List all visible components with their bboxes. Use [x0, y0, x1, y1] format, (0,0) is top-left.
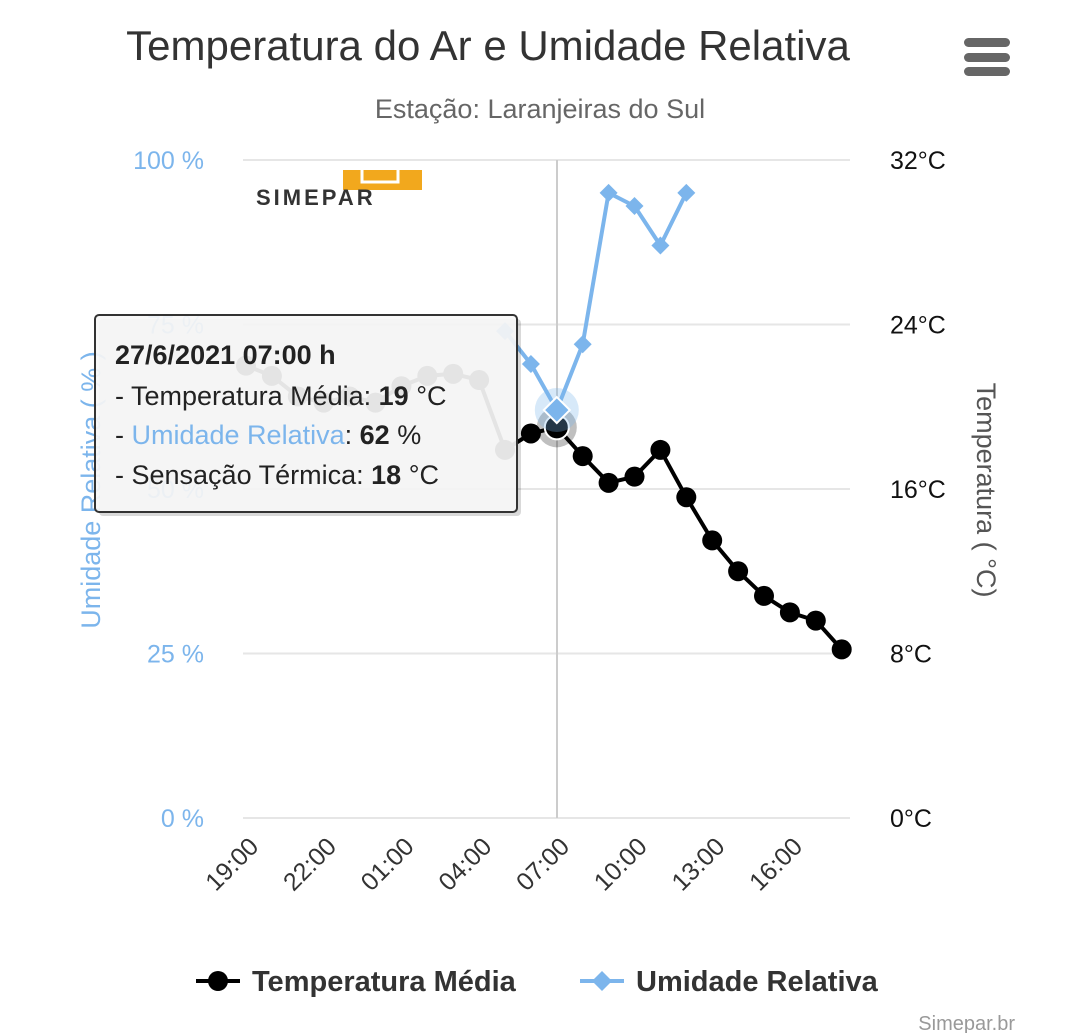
temperature-point[interactable] [754, 585, 774, 606]
legend-item-humidity[interactable]: Umidade Relativa [580, 966, 879, 998]
y-right-axis-title: Temperatura ( °C) [971, 383, 1001, 598]
temperature-point[interactable] [702, 530, 723, 551]
legend-temperature-label: Temperatura Média [252, 966, 517, 998]
tooltip-temp-unit: °C [416, 381, 446, 411]
temperature-point[interactable] [805, 610, 826, 631]
humidity-point[interactable] [599, 183, 618, 202]
tooltip-humidity-unit: % [397, 420, 421, 450]
credits-link[interactable]: Simepar.br [918, 1013, 1015, 1033]
x-tick-label: 10:00 [589, 832, 653, 896]
tooltip-temp-value: 19 [379, 381, 409, 411]
tooltip-header: 27/6/2021 07:00 h [115, 340, 336, 370]
tooltip-humidity-label: Umidade Relativa [132, 420, 346, 450]
y-left-tick-label: 25 % [147, 641, 204, 669]
logo-text: SIMEPAR [256, 185, 376, 210]
tooltip-temp-label: Temperatura Média [131, 381, 365, 411]
temperature-point[interactable] [598, 472, 619, 493]
tooltip-humidity-value: 62 [360, 420, 390, 450]
x-tick-label: 19:00 [200, 832, 264, 896]
y-right-tick-label: 8°C [890, 641, 932, 669]
humidity-point[interactable] [521, 354, 540, 373]
y-right-ticks: 0°C 8°C 16°C 24°C 32°C [890, 147, 946, 833]
temperature-point[interactable] [779, 602, 800, 623]
chart-title: Temperatura do Ar e Umidade Relativa [126, 22, 850, 69]
legend-item-temperature[interactable]: Temperatura Média [196, 966, 517, 998]
temperature-point[interactable] [676, 487, 697, 508]
humidity-series-line [503, 190, 689, 412]
tooltip-row-humidity: - Umidade Relativa: 62 % [115, 420, 421, 450]
y-left-tick-label: 0 % [161, 805, 204, 833]
legend-humidity-label: Umidade Relativa [636, 966, 879, 998]
x-tick-label: 13:00 [666, 832, 730, 896]
x-tick-label: 04:00 [433, 832, 497, 896]
humidity-point[interactable] [625, 197, 644, 216]
chart-subtitle: Estação: Laranjeiras do Sul [375, 94, 705, 124]
y-right-tick-label: 24°C [890, 312, 946, 340]
x-tick-label: 22:00 [278, 832, 342, 896]
tooltip-feels-unit: °C [409, 460, 439, 490]
humidity-point[interactable] [677, 183, 696, 202]
x-tick-label: 16:00 [744, 832, 808, 896]
legend: Temperatura Média Umidade Relativa [196, 966, 879, 998]
y-right-tick-label: 16°C [890, 476, 946, 504]
tooltip-feels-label: Sensação Térmica [132, 460, 358, 490]
tooltip-row-temperature: - Temperatura Média: 19 °C [115, 381, 447, 411]
temperature-point[interactable] [572, 446, 593, 467]
temperature-point[interactable] [624, 466, 645, 487]
temperature-point[interactable] [520, 423, 541, 444]
tooltip-feels-value: 18 [371, 460, 401, 490]
temperature-point[interactable] [728, 561, 749, 582]
humidity-point[interactable] [573, 335, 592, 354]
y-left-tick-label: 100 % [133, 147, 204, 175]
humidity-point-hover[interactable] [542, 395, 572, 425]
x-axis-ticks: 19:00 22:00 01:00 04:00 07:00 10:00 13:00 16:00 [200, 832, 808, 896]
legend-temperature-marker [208, 971, 228, 991]
y-right-tick-label: 32°C [890, 147, 946, 175]
tooltip: 27/6/2021 07:00 h - Temperatura Média: 1… [94, 314, 521, 516]
temperature-point[interactable] [650, 439, 671, 460]
humidity-point[interactable] [651, 236, 670, 255]
legend-humidity-marker [592, 971, 612, 991]
temperature-point[interactable] [831, 639, 852, 660]
hamburger-menu-icon[interactable] [964, 38, 1010, 76]
x-tick-label: 01:00 [356, 832, 420, 896]
y-right-tick-label: 0°C [890, 805, 932, 833]
x-tick-label: 07:00 [511, 832, 575, 896]
tooltip-row-feels-like: - Sensação Térmica: 18 °C [115, 460, 439, 490]
simepar-logo: SIMEPAR [256, 170, 422, 210]
